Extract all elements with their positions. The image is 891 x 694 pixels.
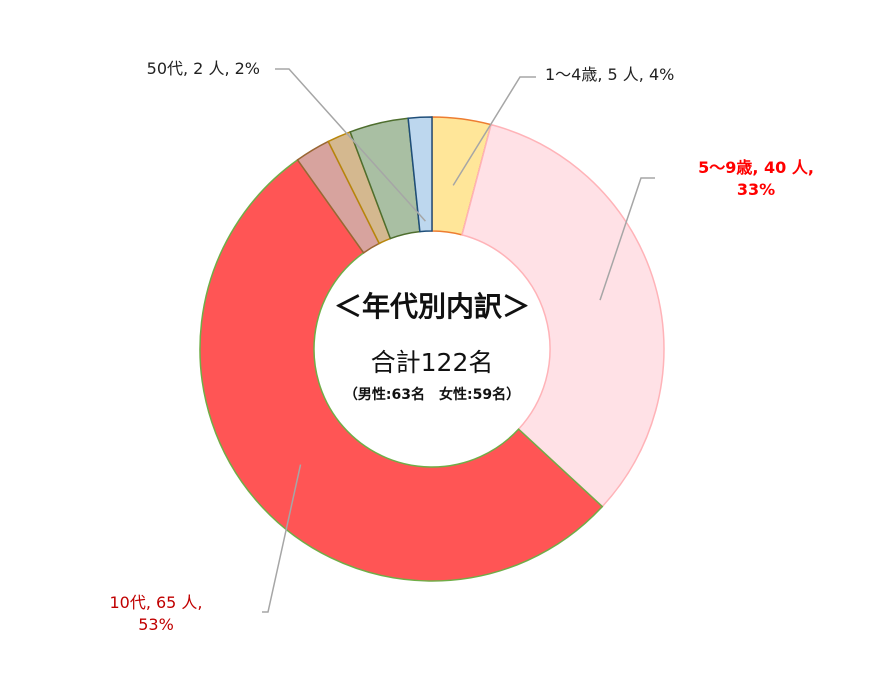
slice-label-0: 1～4歳, 5 人, 4% [545, 65, 674, 84]
slice-label-1: 5～9歳, 40 人, 33% [698, 158, 814, 199]
leader-line-0 [452, 76, 536, 186]
slice-1 [461, 123, 665, 508]
center-breakdown: （男性:63名 女性:59名） [344, 386, 520, 403]
leader-lines [262, 68, 655, 613]
center-total: 合計122名 [371, 348, 494, 377]
donut-slices [199, 116, 665, 582]
slice-2 [199, 158, 604, 582]
leader-line-1 [599, 177, 655, 301]
slice-6 [407, 116, 433, 233]
center-title: ＜年代別内訳＞ [334, 290, 530, 323]
leader-line-6 [275, 68, 426, 222]
slice-labels: 1～4歳, 5 人, 4% 5～9歳, 40 人, 33% 10代, 65 人, 53%… [109, 59, 813, 634]
slice-label-6: 50代, 2 人, 2% [147, 59, 260, 78]
slice-label-2: 10代, 65 人, 53% [109, 593, 202, 634]
leader-line-2 [262, 464, 302, 613]
